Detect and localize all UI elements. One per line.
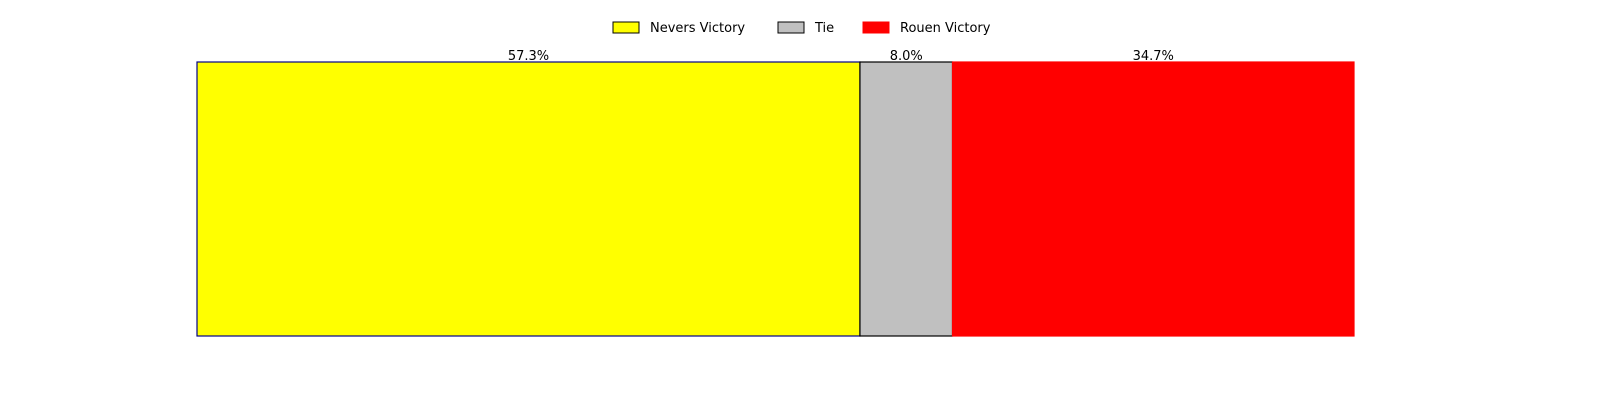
data-labels: 57.3% 8.0% 34.7% [508, 49, 1174, 64]
legend-item-nevers-victory: Nevers Victory [612, 21, 745, 36]
legend-label-nevers-victory: Nevers Victory [650, 21, 745, 36]
legend-swatch-nevers-victory [612, 21, 640, 34]
legend-item-tie: Tie [777, 21, 834, 36]
chart-legend: Nevers Victory Tie Rouen Victory [612, 21, 991, 36]
data-label-tie: 8.0% [890, 49, 923, 64]
legend-swatch-tie [777, 21, 805, 34]
legend-swatch-rouen-victory [862, 21, 890, 34]
legend-label-rouen-victory: Rouen Victory [900, 21, 991, 36]
bar-segment-nevers-victory [196, 61, 861, 337]
legend-label-tie: Tie [814, 21, 834, 36]
data-label-nevers-victory: 57.3% [508, 49, 549, 64]
bar-segment-rouen-victory [951, 61, 1355, 337]
stacked-bar [196, 61, 1355, 337]
data-label-rouen-victory: 34.7% [1133, 49, 1174, 64]
bar-segment-tie [859, 61, 954, 337]
legend-item-rouen-victory: Rouen Victory [862, 21, 991, 36]
